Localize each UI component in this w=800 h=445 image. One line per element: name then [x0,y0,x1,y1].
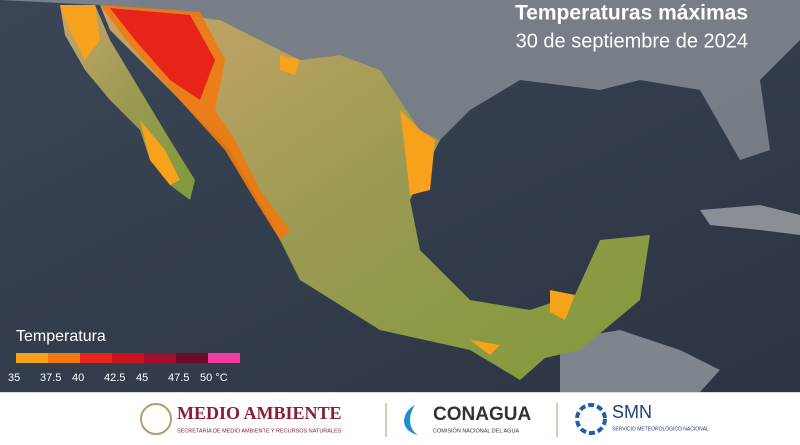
footer-logos: MEDIO AMBIENTE SECRETARÍA DE MEDIO AMBIE… [140,402,709,437]
legend-label: 42.5 [104,372,125,384]
cuba [700,205,800,235]
heat-zone [110,8,215,100]
map: Temperaturas máximas 30 de septiembre de… [0,0,800,392]
legend-label: 47.5 [168,372,189,384]
legend-swatch [176,353,208,363]
semarnat-name: MEDIO AMBIENTE [177,403,342,423]
central-america [560,330,720,392]
smn-name: SMN [612,402,652,422]
legend-swatch [80,353,112,363]
legend-label: 35 [8,372,20,384]
legend-label: 50 °C [200,372,228,384]
conagua-name: CONAGUA [433,404,531,425]
heat-zone [60,5,180,185]
semarnat-subtitle: SECRETARÍA DE MEDIO AMBIENTE Y RECURSOS … [177,427,342,434]
legend-swatch [144,353,176,363]
semarnat-emblem [140,403,172,435]
footer: MEDIO AMBIENTE SECRETARÍA DE MEDIO AMBIE… [0,392,800,445]
smn-subtitle: SERVICIO METEOROLÓGICO NACIONAL [612,425,709,432]
legend-swatch [112,353,144,363]
legend-swatch [208,353,240,363]
legend-label: 40 [72,372,84,384]
legend-label: 37.5 [40,372,61,384]
subtitle: 30 de septiembre de 2024 [516,30,748,52]
north-america-land [0,0,800,160]
conagua-emblem [404,405,418,435]
legend: 35 37.5 40 42.5 45 47.5 50 °C [8,353,240,384]
conagua-subtitle: COMISIÓN NACIONAL DEL AGUA [433,427,519,434]
smn-emblem [575,403,607,435]
heat-zone [100,5,290,240]
title: Temperaturas máximas [515,2,748,25]
legend-swatch [48,353,80,363]
mainland-mexico [100,5,650,380]
legend-title: Temperatura [16,328,106,345]
legend-label: 45 [136,372,148,384]
legend-swatch [16,353,48,363]
